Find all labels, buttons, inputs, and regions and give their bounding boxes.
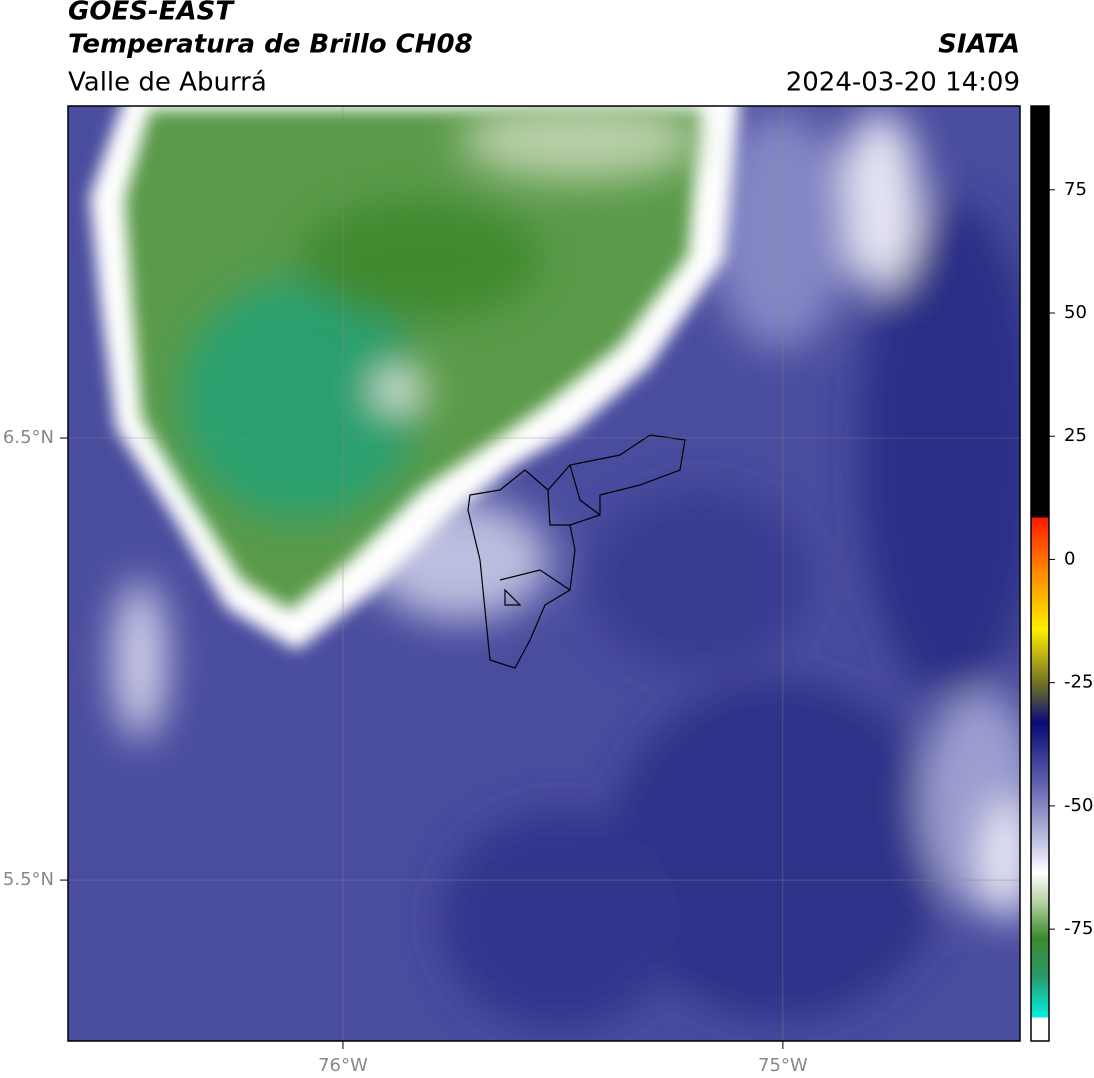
title: GOES-EAST — [68, 0, 235, 27]
colorbar-tick-label: 50 — [1064, 302, 1087, 323]
map-frame — [67, 105, 1021, 1042]
y-tick-label: 5.5°N — [3, 869, 54, 890]
basin-outline — [467, 434, 686, 669]
colorbar-tick-label: -25 — [1064, 672, 1093, 693]
colorbar-tick-label: 25 — [1064, 425, 1087, 446]
colorbar-tick-label: 75 — [1064, 179, 1087, 200]
colorbar-tick-label: -50 — [1064, 795, 1093, 816]
colorbar — [1030, 105, 1050, 1042]
colorbar-tick-label: -75 — [1064, 918, 1093, 939]
subtitle: Temperatura de Brillo CH08 — [68, 30, 473, 60]
y-tick-label: 6.5°N — [3, 427, 54, 448]
datetime: 2024-03-20 14:09 — [786, 68, 1020, 98]
region: Valle de Aburrá — [68, 68, 267, 98]
source: SIATA — [938, 30, 1020, 60]
colorbar-tick-label: 0 — [1064, 548, 1075, 569]
x-tick-label: 76°W — [318, 1055, 368, 1076]
satellite-image — [68, 106, 1020, 1041]
x-tick-label: 75°W — [758, 1055, 808, 1076]
